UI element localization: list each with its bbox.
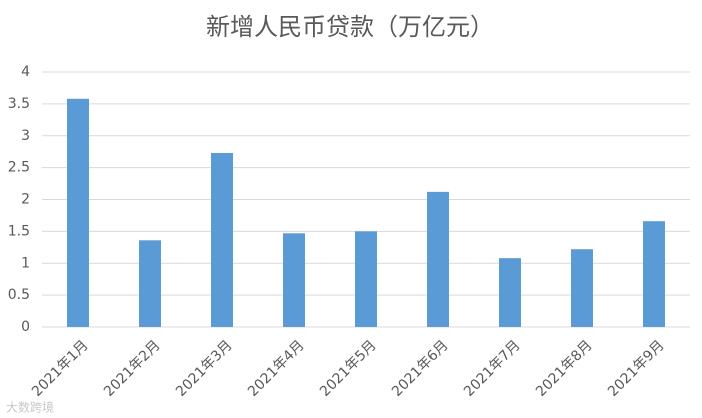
bar [139, 240, 161, 327]
bar [211, 152, 233, 327]
y-tick-label: 3.5 [8, 96, 30, 112]
y-tick-label: 2 [21, 192, 30, 208]
bar [643, 221, 665, 327]
bar [499, 258, 521, 327]
bar [67, 98, 89, 328]
y-tick-label: 2.5 [8, 160, 30, 176]
bar [427, 191, 449, 327]
chart-title: 新增人民币贷款（万亿元） [206, 13, 494, 41]
y-tick-label: 3 [21, 128, 30, 144]
bar [283, 233, 305, 327]
y-tick-label: 1.5 [8, 223, 30, 239]
y-tick-label: 4 [21, 64, 30, 80]
y-tick-label: 0 [21, 319, 30, 335]
bar [355, 231, 377, 327]
bar [571, 249, 593, 327]
y-tick-label: 0.5 [8, 287, 30, 303]
watermark: 大数跨境 [6, 400, 54, 415]
y-tick-label: 1 [21, 255, 30, 271]
